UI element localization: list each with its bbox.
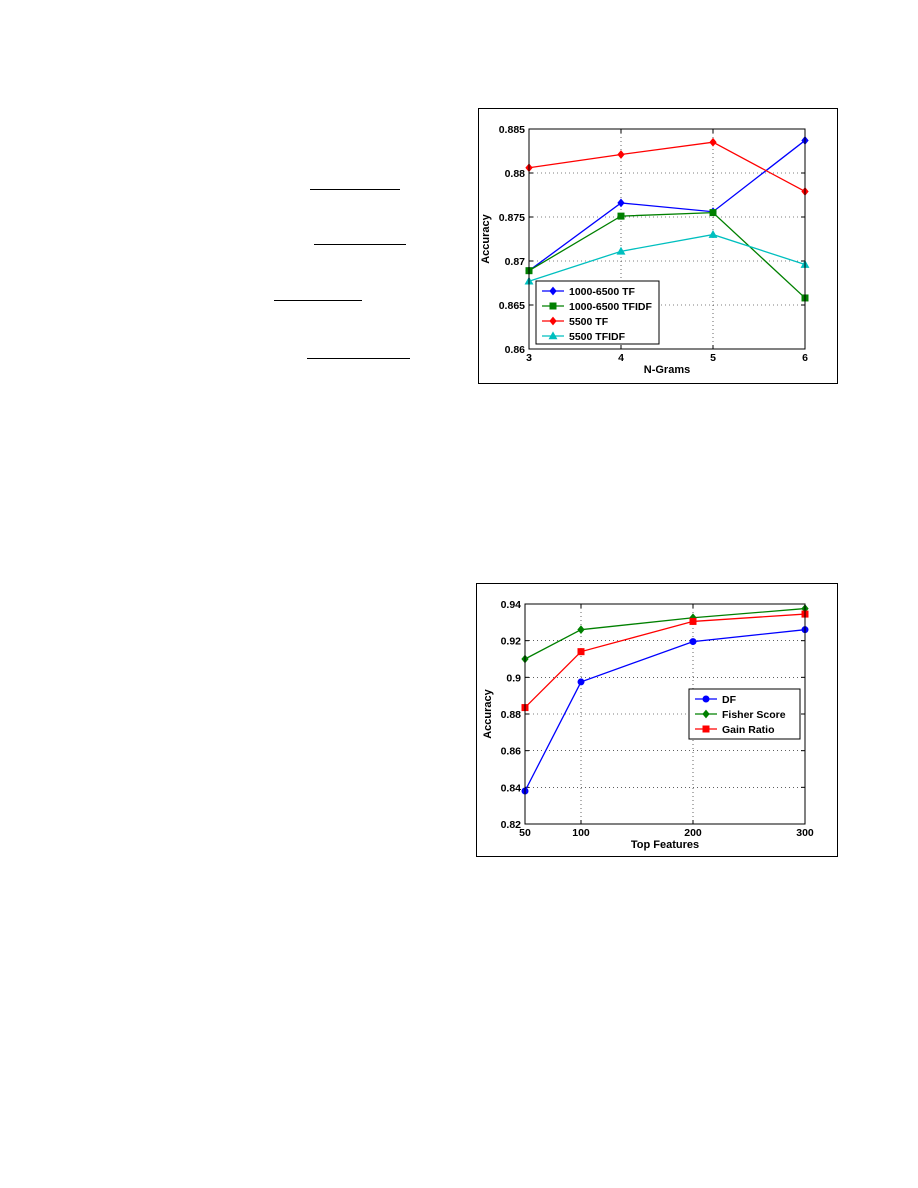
x-tick-label: 100 [572,827,590,839]
y-tick-label: 0.84 [501,782,522,794]
data-point-5500-tf [709,137,717,147]
legend: DF Fisher Score Gain Ratio [688,688,801,740]
y-tick-label: 0.82 [501,819,522,831]
grid [529,129,805,349]
y-tick-label: 0.87 [505,256,526,268]
legend-marker-df [702,695,710,703]
legend-marker-fisher-score [702,709,710,719]
data-point-1000-6500-tf [617,198,625,208]
legend-marker-5500-tf [549,316,557,326]
series-line-gain-ratio [524,613,806,709]
ngrams-accuracy-chart: 3 4 5 6 0.86 0.865 0.87 0.875 0.88 0.885 N-Grams Ac… [480,124,810,376]
series-line-fisher-score [524,607,806,660]
series-line-5500-tf [528,141,806,193]
legend-marker-1000-6500-tfidf [549,302,557,310]
legend-marker-5500-tfidf [548,331,558,340]
x-axis-title: Top Features [631,839,699,851]
legend-label-gain-ratio: Gain Ratio [722,724,775,736]
y-tick-label: 0.865 [499,300,525,312]
underline-rule [274,300,362,301]
x-tick-label: 5 [710,352,716,364]
legend-marker-gain-ratio [702,725,710,733]
data-point-gain-ratio [689,617,697,625]
y-tick-label: 0.86 [501,746,522,758]
data-point-5500-tfidf [708,229,718,238]
series-line-df [524,629,806,792]
series-line-1000-6500-tfidf [528,211,806,299]
y-axis-title: Accuracy [480,213,492,263]
y-axis-title: Accuracy [482,688,494,738]
y-tick-label: 0.94 [501,599,522,611]
data-point-1000-6500-tfidf [709,209,717,217]
underline-rule [314,244,406,245]
legend-label-1000-6500-tf: 1000-6500 TF [569,286,636,298]
legend-label-5500-tfidf: 5500 TFIDF [569,331,626,343]
data-point-gain-ratio [577,648,585,656]
series-line-1000-6500-tf [528,139,806,272]
data-point-df [577,678,585,686]
series-line-5500-tfidf [528,233,806,282]
underline-rule [307,358,410,359]
x-tick-label: 50 [519,827,531,839]
x-tick-label: 300 [796,827,814,839]
y-tick-label: 0.9 [506,672,521,684]
x-tick-label: 6 [802,352,808,364]
legend-label-fisher-score: Fisher Score [722,709,786,721]
x-axis-title: N-Grams [644,364,690,376]
y-tick-label: 0.86 [505,344,526,356]
x-tick-label: 3 [526,352,532,364]
y-tick-label: 0.88 [501,709,522,721]
x-tick-label: 4 [618,352,624,364]
top-features-accuracy-figure: 50 100 200 300 0.82 0.84 0.86 0.88 0.9 0.92 0.94 To… [476,583,838,857]
underline-rule [310,189,400,190]
y-tick-label: 0.885 [499,124,525,136]
y-tick-label: 0.875 [499,212,525,224]
ngrams-accuracy-figure: 3 4 5 6 0.86 0.865 0.87 0.875 0.88 0.885 N-Grams Ac… [478,108,838,384]
plot-area [524,603,806,825]
legend-marker-1000-6500-tf [549,286,557,296]
y-tick-label: 0.88 [505,168,526,180]
plot-area [528,128,806,350]
y-tick-label: 0.92 [501,636,522,648]
legend-label-1000-6500-tfidf: 1000-6500 TFIDF [569,301,652,313]
top-features-accuracy-chart: 50 100 200 300 0.82 0.84 0.86 0.88 0.9 0.92 0.94 To… [482,599,814,851]
data-point-df [689,638,697,646]
data-point-fisher-score [577,625,585,635]
x-tick-label: 200 [684,827,702,839]
data-point-5500-tfidf [616,246,626,255]
data-point-1000-6500-tfidf [617,212,625,220]
legend-label-df: DF [722,694,737,706]
legend: 1000-6500 TF 1000-6500 TFIDF 5500 TF 5500 T… [535,280,660,345]
legend-label-5500-tf: 5500 TF [569,316,609,328]
data-point-5500-tf [617,150,625,159]
